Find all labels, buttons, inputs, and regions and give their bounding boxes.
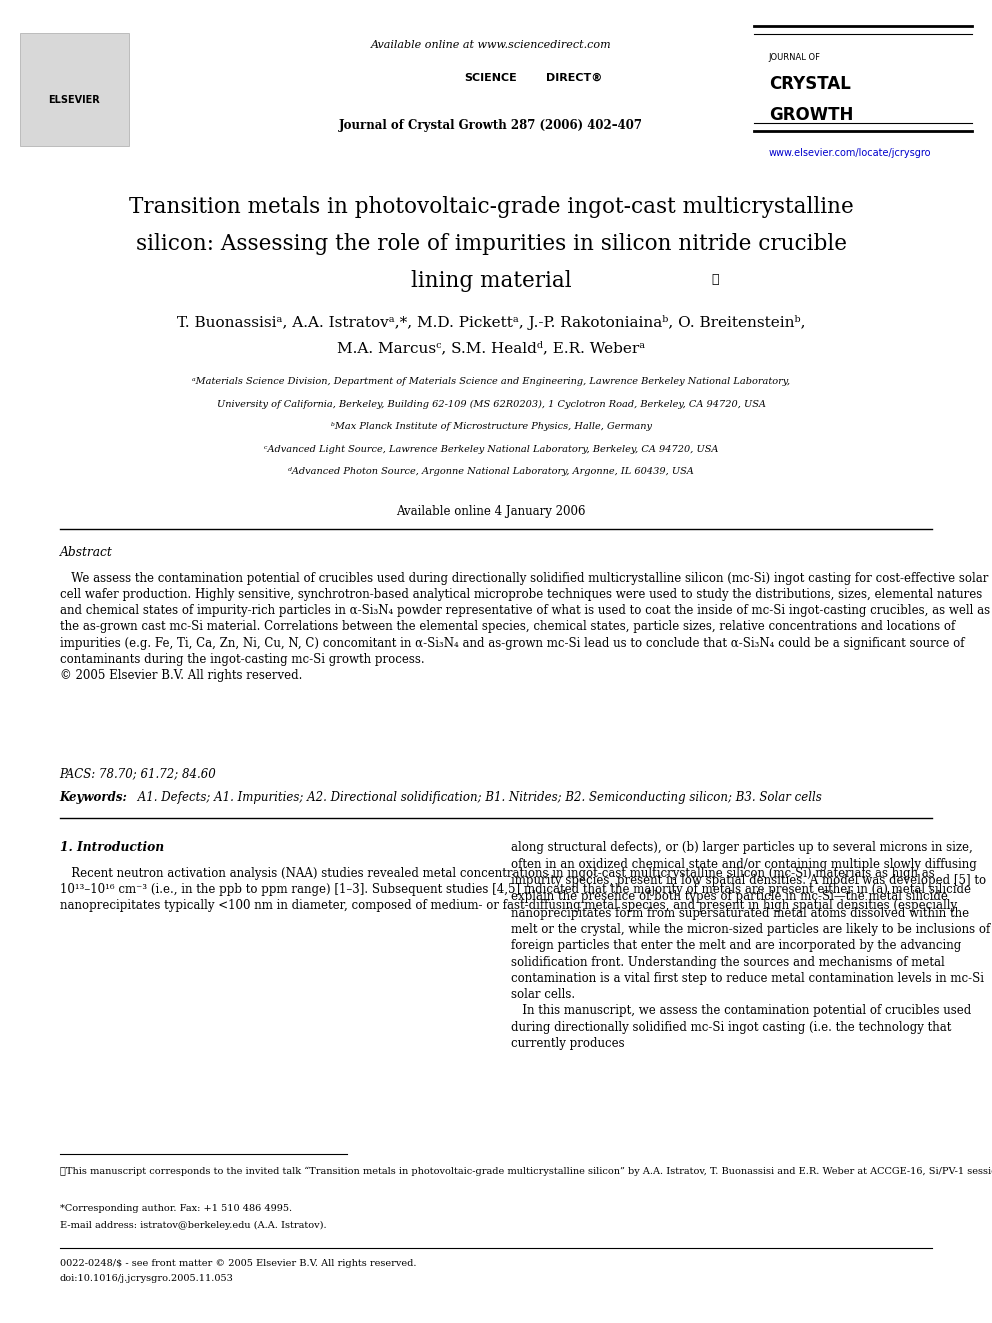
Text: E-mail address: istratov@berkeley.edu (A.A. Istratov).: E-mail address: istratov@berkeley.edu (A… — [60, 1221, 326, 1230]
Text: Available online 4 January 2006: Available online 4 January 2006 — [396, 505, 586, 519]
Text: SCIENCE: SCIENCE — [464, 73, 518, 83]
Text: 1. Introduction: 1. Introduction — [60, 841, 164, 855]
FancyBboxPatch shape — [20, 33, 129, 146]
Text: JOURNAL OF: JOURNAL OF — [769, 53, 820, 62]
Text: M.A. Marcusᶜ, S.M. Healdᵈ, E.R. Weberᵃ: M.A. Marcusᶜ, S.M. Healdᵈ, E.R. Weberᵃ — [337, 341, 645, 356]
Text: doi:10.1016/j.jcrysgro.2005.11.053: doi:10.1016/j.jcrysgro.2005.11.053 — [60, 1274, 233, 1283]
Text: ᵇMax Planck Institute of Microstructure Physics, Halle, Germany: ᵇMax Planck Institute of Microstructure … — [330, 422, 652, 431]
Text: Transition metals in photovoltaic-grade ingot-cast multicrystalline: Transition metals in photovoltaic-grade … — [129, 196, 853, 218]
Text: DIRECT®: DIRECT® — [546, 73, 602, 83]
Text: GROWTH: GROWTH — [769, 106, 853, 124]
Text: ELSEVIER: ELSEVIER — [49, 95, 100, 106]
Text: Abstract: Abstract — [60, 546, 112, 560]
Text: ☆This manuscript corresponds to the invited talk “Transition metals in photovolt: ☆This manuscript corresponds to the invi… — [60, 1167, 992, 1176]
Text: ᶜAdvanced Light Source, Lawrence Berkeley National Laboratory, Berkeley, CA 9472: ᶜAdvanced Light Source, Lawrence Berkele… — [264, 445, 718, 454]
Text: Keywords:: Keywords: — [60, 791, 127, 804]
Text: T. Buonassisiᵃ, A.A. Istratovᵃ,*, M.D. Pickettᵃ, J.-P. Rakotoniainaᵇ, O. Breiten: T. Buonassisiᵃ, A.A. Istratovᵃ,*, M.D. P… — [177, 315, 806, 329]
Text: We assess the contamination potential of crucibles used during directionally sol: We assess the contamination potential of… — [60, 572, 990, 683]
Text: along structural defects), or (b) larger particles up to several microns in size: along structural defects), or (b) larger… — [511, 841, 990, 1050]
Text: Recent neutron activation analysis (NAA) studies revealed metal concentrations i: Recent neutron activation analysis (NAA)… — [60, 867, 970, 912]
Text: lining material: lining material — [411, 270, 571, 292]
Text: CRYSTAL: CRYSTAL — [769, 75, 851, 94]
Text: ᵃMaterials Science Division, Department of Materials Science and Engineering, La: ᵃMaterials Science Division, Department … — [192, 377, 790, 386]
Text: A1. Defects; A1. Impurities; A2. Directional solidification; B1. Nitrides; B2. S: A1. Defects; A1. Impurities; A2. Directi… — [134, 791, 821, 804]
Text: University of California, Berkeley, Building 62-109 (MS 62R0203), 1 Cyclotron Ro: University of California, Berkeley, Buil… — [216, 400, 766, 409]
Text: ᵈAdvanced Photon Source, Argonne National Laboratory, Argonne, IL 60439, USA: ᵈAdvanced Photon Source, Argonne Nationa… — [288, 467, 694, 476]
Text: *Corresponding author. Fax: +1 510 486 4995.: *Corresponding author. Fax: +1 510 486 4… — [60, 1204, 292, 1213]
Text: silicon: Assessing the role of impurities in silicon nitride crucible: silicon: Assessing the role of impuritie… — [136, 233, 846, 255]
Text: PACS: 78.70; 61.72; 84.60: PACS: 78.70; 61.72; 84.60 — [60, 767, 216, 781]
Text: www.elsevier.com/locate/jcrysgro: www.elsevier.com/locate/jcrysgro — [769, 148, 931, 159]
Text: Available online at www.sciencedirect.com: Available online at www.sciencedirect.co… — [371, 40, 611, 50]
Text: 0022-0248/$ - see front matter © 2005 Elsevier B.V. All rights reserved.: 0022-0248/$ - see front matter © 2005 El… — [60, 1259, 416, 1269]
Text: ☆: ☆ — [711, 273, 719, 286]
Text: Journal of Crystal Growth 287 (2006) 402–407: Journal of Crystal Growth 287 (2006) 402… — [339, 119, 643, 132]
